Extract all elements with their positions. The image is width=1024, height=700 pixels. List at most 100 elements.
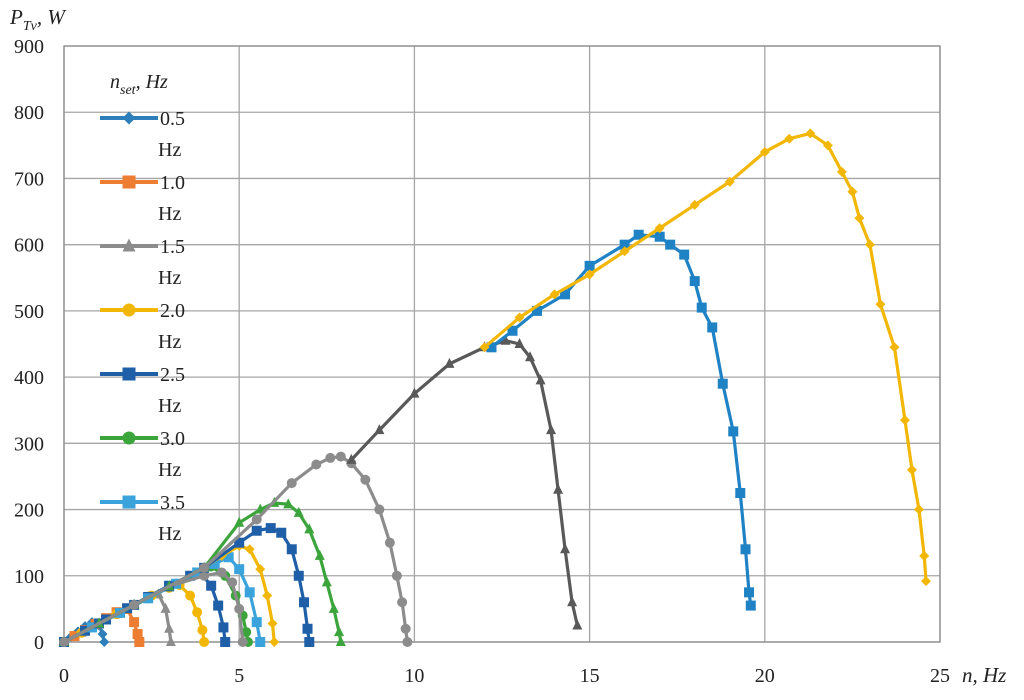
data-point [535,374,546,385]
data-point [199,562,210,573]
legend-label: 2.5 [160,364,185,386]
data-point [679,249,690,260]
data-point [744,587,755,598]
y-tick-label: 600 [14,235,44,257]
data-point [822,140,833,151]
legend-label: 3.5 [160,492,185,514]
data-point [99,637,110,647]
data-point [549,289,560,300]
data-point [251,617,262,628]
data-point [265,523,276,534]
legend-label: 0.5 [160,108,185,130]
data-point [328,602,339,613]
data-point [234,564,245,575]
data-point [185,590,196,601]
data-point [486,342,497,353]
y-tick-label: 100 [14,566,44,588]
data-point [304,523,315,534]
plot-area [59,128,931,647]
data-point [244,544,255,555]
data-point [223,552,234,563]
data-point [209,558,220,569]
data-point [717,378,728,389]
y-tick-label: 0 [34,632,44,654]
legend-unit: Hz [158,139,181,161]
series-line [490,233,753,606]
data-point [546,424,557,435]
data-point [374,424,385,435]
data-point [724,176,735,187]
data-point [122,111,136,125]
data-point [269,637,280,647]
data-point [374,504,385,515]
legend-unit: Hz [158,331,181,353]
legend-item: 1.5 Hz [100,236,185,289]
data-point [164,622,175,633]
data-point [391,570,402,581]
data-point [889,342,900,353]
data-point [665,239,676,250]
x-axis-title: n, Hz [962,663,1006,687]
y-tick-label: 400 [14,367,44,389]
data-point [134,637,145,647]
data-point [251,525,262,536]
data-point [745,600,756,611]
data-point [784,133,795,144]
legend: nset, Hz 0.5Hz1.0Hz1.5Hz2.0Hz2.5Hz3.0Hz3… [100,71,185,545]
data-point [199,637,210,647]
series-12 [346,334,583,630]
data-point [689,276,700,287]
data-point [920,576,931,587]
data-point [251,514,262,525]
data-point [759,146,770,157]
data-point [286,544,297,555]
data-point [913,504,924,515]
y-axis-title-unit: , W [37,5,68,29]
series-line [350,339,579,626]
data-point [234,516,245,527]
data-point [560,543,571,554]
data-point [293,506,304,517]
data-point [220,637,231,647]
x-tick-label: 5 [234,665,244,687]
data-point [619,246,630,257]
data-point [654,223,665,234]
data-point [619,239,630,250]
data-point [122,431,136,445]
legend-title-unit: , Hz [136,71,168,93]
data-point [97,629,108,640]
y-tick-label: 800 [14,102,44,124]
data-point [479,342,490,353]
data-point [237,637,248,647]
data-point [906,464,917,475]
data-point [314,549,325,560]
data-point [696,302,707,313]
data-point [302,623,313,634]
data-point [241,627,252,638]
data-point [129,599,140,610]
legend-item: 3.0 Hz [100,428,185,481]
data-point [532,305,543,316]
legend-label: 3.0 [160,428,185,450]
legend-title: nset, Hz [110,71,168,98]
data-point [213,600,224,611]
data-point [293,570,304,581]
series-11 [59,451,413,647]
data-point [234,603,245,614]
legend-unit: Hz [158,203,181,225]
legend-title-sub: set [120,83,137,98]
data-point [199,570,210,581]
data-point [206,580,217,591]
data-point [875,299,886,310]
svg-text:PTv, W: PTv, W [9,5,67,34]
legend-unit: Hz [158,267,181,289]
data-point [129,617,140,628]
legend-unit: Hz [158,523,181,545]
data-point [244,587,255,598]
legend-label: 2.0 [160,300,185,322]
data-point [409,387,420,398]
data-point [525,351,536,362]
legend-item: 0.5 Hz [100,108,185,161]
series-14 [479,128,931,587]
